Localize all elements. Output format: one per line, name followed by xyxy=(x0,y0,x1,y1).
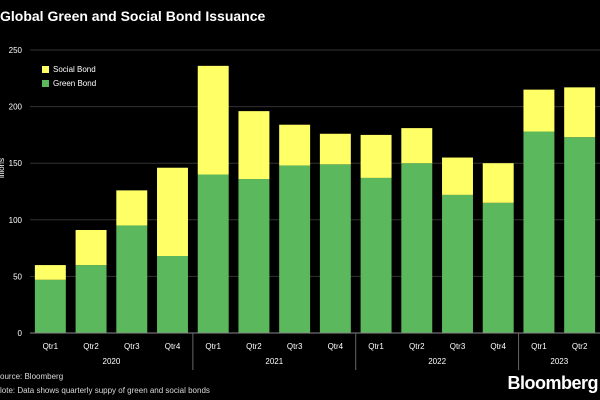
bar-green-bond xyxy=(360,177,392,333)
bar-social-bond xyxy=(442,157,473,195)
brand-logo: Bloomberg xyxy=(507,373,598,393)
x-tick-label: Qtr2 xyxy=(246,342,262,351)
y-tick-label: 150 xyxy=(9,159,23,168)
bar-green-bond xyxy=(401,163,433,333)
legend-swatch xyxy=(42,66,49,73)
x-tick-label: Qtr3 xyxy=(450,342,466,351)
y-axis-label: illions xyxy=(0,158,6,178)
x-tick-label: Qtr1 xyxy=(43,342,59,351)
x-tick-label: Qtr2 xyxy=(409,342,425,351)
bar-social-bond xyxy=(523,89,555,132)
y-tick-label: 0 xyxy=(18,329,23,338)
x-group-label: 2022 xyxy=(428,357,446,366)
x-tick-label: Qtr3 xyxy=(287,342,303,351)
x-group-label: 2020 xyxy=(103,357,121,366)
legend-swatch xyxy=(42,80,49,87)
bar-green-bond xyxy=(279,165,311,333)
y-tick-label: 50 xyxy=(13,272,22,281)
bar-social-bond xyxy=(564,87,596,138)
bar-green-bond xyxy=(523,131,555,333)
x-tick-label: Qtr2 xyxy=(572,342,588,351)
bar-social-bond xyxy=(401,128,433,164)
legend-label: Social Bond xyxy=(53,65,96,74)
bar-green-bond xyxy=(482,202,514,333)
bar-green-bond xyxy=(238,179,270,333)
x-tick-label: Qtr1 xyxy=(368,342,384,351)
bar-social-bond xyxy=(279,124,311,166)
bar-green-bond xyxy=(157,256,188,333)
bar-social-bond xyxy=(197,65,229,175)
bar-green-bond xyxy=(34,279,66,333)
bar-social-bond xyxy=(319,133,351,165)
x-tick-label: Qtr1 xyxy=(205,342,221,351)
bar-social-bond xyxy=(34,265,66,280)
bar-social-bond xyxy=(238,111,270,180)
x-tick-label: Qtr4 xyxy=(165,342,181,351)
bar-social-bond xyxy=(360,134,392,178)
bar-social-bond xyxy=(482,163,514,203)
x-tick-label: Qtr1 xyxy=(531,342,547,351)
bar-green-bond xyxy=(564,137,596,333)
y-tick-label: 250 xyxy=(9,46,23,55)
x-tick-label: Qtr2 xyxy=(83,342,99,351)
bar-green-bond xyxy=(197,174,229,333)
x-group-label: 2021 xyxy=(265,357,283,366)
x-tick-label: Qtr4 xyxy=(328,342,344,351)
x-group-label: 2023 xyxy=(550,357,568,366)
data-note: lote: Data shows quarterly suppy of gree… xyxy=(0,386,210,395)
y-tick-label: 200 xyxy=(9,103,23,112)
bar-green-bond xyxy=(442,194,473,333)
y-tick-label: 100 xyxy=(9,216,23,225)
bar-social-bond xyxy=(116,190,148,226)
bar-social-bond xyxy=(75,229,107,266)
x-tick-label: Qtr4 xyxy=(490,342,506,351)
x-tick-label: Qtr3 xyxy=(124,342,140,351)
chart-title: Global Green and Social Bond Issuance xyxy=(0,8,266,24)
bar-green-bond xyxy=(75,265,107,333)
bar-social-bond xyxy=(157,167,188,257)
bar-green-bond xyxy=(116,225,148,333)
bar-green-bond xyxy=(319,164,351,333)
legend-label: Green Bond xyxy=(53,79,96,88)
source-note: ource: Bloomberg xyxy=(0,372,64,381)
